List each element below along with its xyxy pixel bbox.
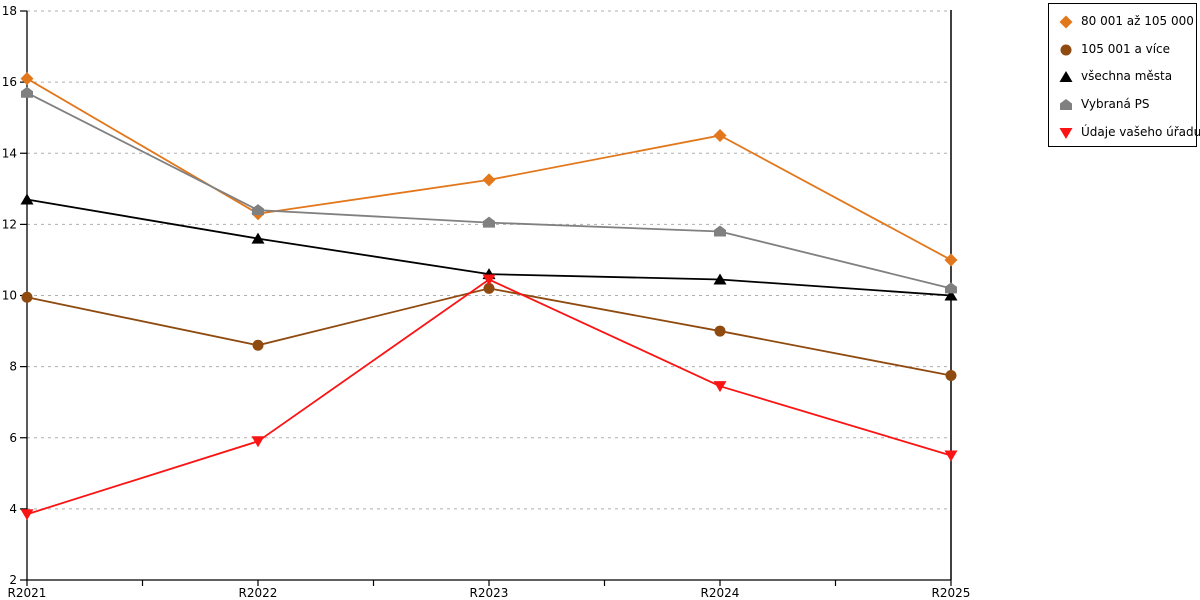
series-line: [26, 287, 952, 377]
pentagon-marker-icon: [1058, 97, 1074, 111]
x-tick-label: R2025: [932, 586, 971, 600]
circle-marker-icon: [483, 282, 495, 294]
y-tick-label: 4: [9, 502, 17, 516]
diamond-marker-icon: [713, 128, 727, 142]
triangle-up-marker-icon: [713, 273, 727, 285]
diamond-marker-icon: [482, 173, 496, 187]
diamond-marker-icon: [944, 253, 958, 267]
diamond-marker-icon: [1058, 14, 1074, 29]
triangle-up-marker-icon: [1058, 69, 1074, 83]
legend-label: všechna města: [1081, 69, 1173, 84]
y-tick-label: 12: [2, 217, 17, 231]
pentagon-marker-icon: [714, 225, 726, 237]
x-tick-label: R2024: [701, 586, 740, 600]
pentagon-marker-icon: [483, 216, 495, 228]
legend-label: Údaje vašeho úřadu: [1081, 125, 1200, 140]
y-tick-label: 8: [9, 360, 17, 374]
triangle-down-marker-icon: [1058, 125, 1074, 140]
legend-item: všechna města: [1058, 63, 1196, 90]
triangle-down-marker-icon: [713, 381, 727, 393]
triangle-up-marker-icon: [20, 193, 34, 205]
x-tick-label: R2022: [239, 586, 278, 600]
legend-item: Údaje vašeho úřadu: [1058, 119, 1200, 146]
triangle-down-marker-icon: [944, 450, 958, 462]
triangle-down-marker-icon: [482, 274, 496, 286]
x-tick-label: R2021: [8, 586, 47, 600]
legend-label: 105 001 a více: [1081, 41, 1171, 56]
circle-marker-icon: [21, 291, 33, 303]
triangle-up-marker-icon: [251, 232, 265, 244]
legend: 80 001 až 105 000 105 001 a více všechna…: [1048, 3, 1200, 147]
series-line: [26, 91, 952, 290]
legend-label: 80 001 až 105 000: [1081, 13, 1194, 28]
legend-item: 80 001 až 105 000: [1058, 7, 1196, 34]
series-line: [26, 278, 952, 516]
series-line: [26, 77, 952, 261]
circle-marker-icon: [1058, 42, 1074, 56]
y-tick-label: 18: [2, 4, 17, 18]
y-tick-label: 16: [2, 75, 17, 89]
pentagon-marker-icon: [252, 204, 264, 216]
triangle-down-marker-icon: [20, 509, 34, 521]
circle-marker-icon: [714, 325, 726, 337]
triangle-down-marker-icon: [251, 436, 265, 448]
y-tick-label: 10: [2, 289, 17, 303]
legend-label: Vybraná PS: [1081, 97, 1150, 112]
y-tick-label: 14: [2, 146, 17, 160]
y-tick-label: 6: [9, 431, 17, 445]
y-tick-label: 2: [9, 573, 17, 587]
x-tick-label: R2023: [470, 586, 509, 600]
legend-item: 105 001 a více: [1058, 35, 1196, 62]
circle-marker-icon: [945, 370, 957, 382]
legend-item: Vybraná PS: [1058, 91, 1196, 118]
circle-marker-icon: [252, 339, 264, 351]
triangle-up-marker-icon: [944, 289, 958, 301]
diamond-marker-icon: [20, 72, 34, 86]
pentagon-marker-icon: [21, 86, 33, 98]
pentagon-marker-icon: [945, 282, 957, 294]
